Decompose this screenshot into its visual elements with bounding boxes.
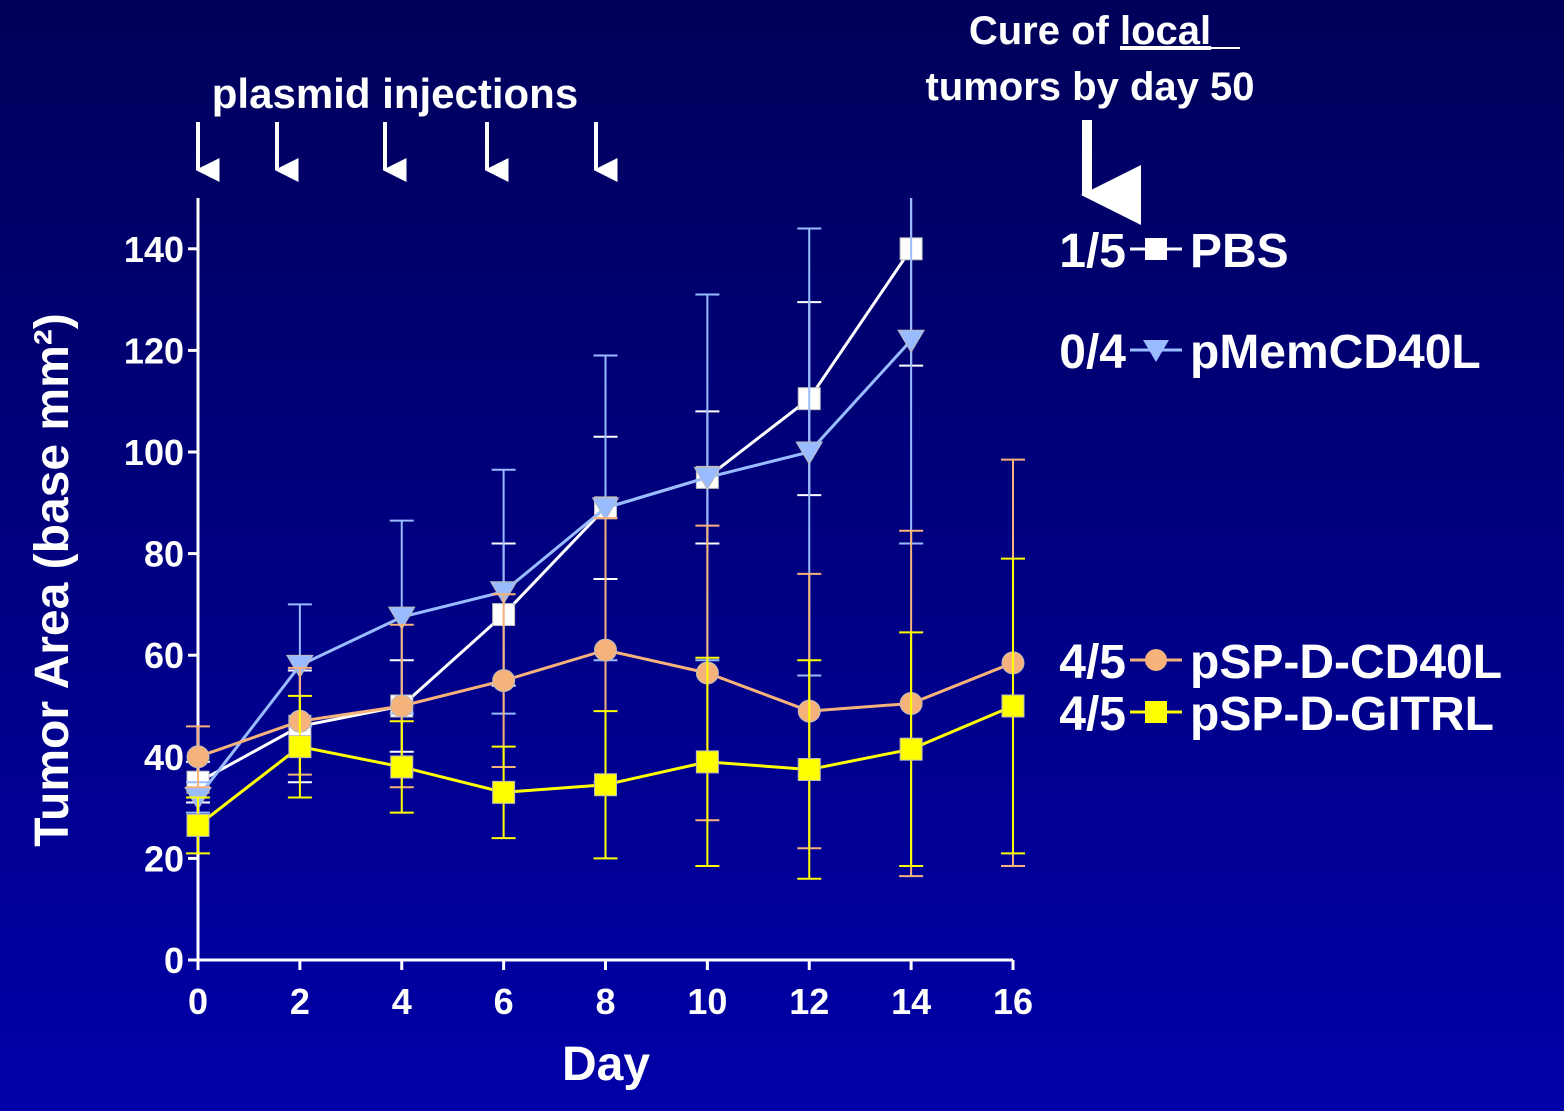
marker [285,654,314,679]
legend-label: PBS [1190,225,1289,278]
cure-label: Cure of local [969,9,1211,53]
series-line [196,339,913,799]
x-tick-label: 10 [687,981,727,1022]
marker [1145,649,1167,671]
x-tick-label: 12 [789,981,829,1022]
legend-fraction: 0/4 [1059,326,1126,379]
marker [1145,701,1167,723]
cure-label-2: tumors by day 50 [925,65,1254,109]
legend-fraction: 4/5 [1059,636,1126,689]
x-tick-label: 0 [188,981,208,1022]
y-tick-label: 20 [144,838,184,879]
x-tick-label: 6 [494,981,514,1022]
legend-fraction: 1/5 [1059,225,1126,278]
y-tick-label: 100 [124,432,184,473]
marker [390,755,414,779]
marker [899,737,923,761]
legend-label: pMemCD40L [1190,326,1481,379]
marker [795,441,824,465]
y-tick-label: 80 [144,534,184,575]
y-tick-label: 60 [144,635,184,676]
y-tick-label: 140 [124,229,184,270]
marker [797,758,821,781]
x-tick-label: 4 [392,981,412,1022]
x-tick-label: 14 [891,981,931,1022]
marker [693,466,722,491]
x-tick-label: 8 [595,981,615,1022]
marker [186,745,210,769]
marker [492,780,516,804]
marker [591,497,620,521]
marker [594,773,617,797]
series-line [197,247,913,784]
cure-underlined: local [1120,9,1211,53]
injection-arrows [195,122,618,182]
legend-label: pSP-D-GITRL [1190,688,1494,741]
marker [1145,238,1167,260]
marker [186,813,210,837]
x-tick-label: 2 [290,981,310,1022]
legend-fraction: 4/5 [1059,688,1126,741]
injections-label: plasmid injections [212,70,578,117]
marker [390,694,414,718]
y-axis-label: Tumor Area (base mm²) [26,313,79,846]
legend-label: pSP-D-CD40L [1190,636,1502,689]
marker [492,669,516,693]
x-tick-label: 16 [993,981,1033,1022]
marker [288,735,312,759]
marker [489,581,518,605]
y-tick-label: 0 [164,940,184,981]
marker [897,329,926,354]
marker [594,638,617,662]
marker [695,750,719,774]
cure-text: Cure of [969,9,1120,53]
marker [1001,694,1025,718]
plot-area [184,198,1025,880]
y-tick-label: 40 [144,737,184,778]
marker [387,606,416,631]
x-axis-label: Day [562,1038,650,1091]
y-tick-label: 120 [124,330,184,371]
marker [1143,340,1169,362]
